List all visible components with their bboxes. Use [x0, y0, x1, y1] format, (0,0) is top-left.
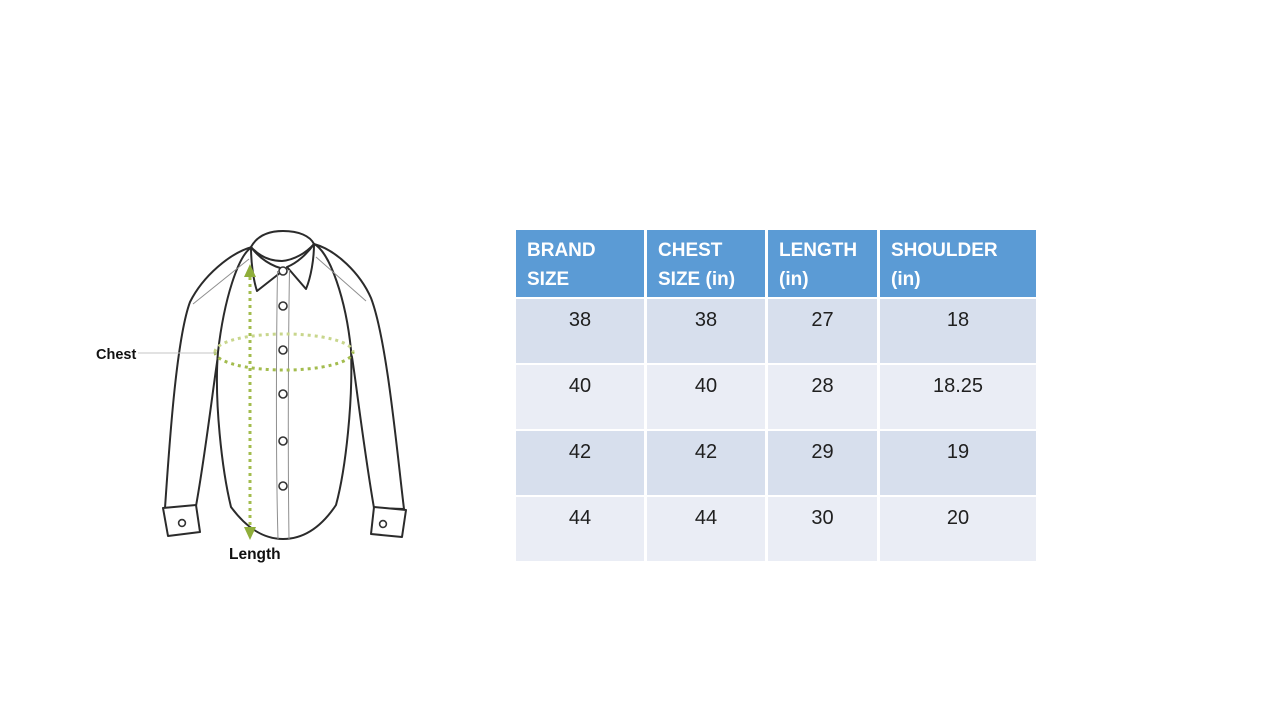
collar-right-point	[286, 243, 315, 290]
length-measure-arrow	[244, 264, 256, 540]
table-cell: 19	[880, 431, 1036, 495]
table-cell: 18	[880, 299, 1036, 363]
header-line: (in)	[779, 269, 809, 290]
table-cell: 27	[768, 299, 877, 363]
arrow-down-icon	[244, 527, 256, 540]
table-cell: 28	[768, 365, 877, 429]
header-line: SHOULDER	[891, 240, 998, 261]
table-cell: 40	[647, 365, 765, 429]
table-cell: 29	[768, 431, 877, 495]
right-cuff	[370, 506, 407, 538]
chest-label: Chest	[96, 347, 136, 363]
header-line: CHEST	[658, 240, 723, 261]
table-cell: 38	[516, 299, 644, 363]
header-line: (in)	[891, 269, 921, 290]
table-cell: 42	[516, 431, 644, 495]
table-cell: 20	[880, 497, 1036, 561]
collar-left-point	[250, 246, 286, 292]
table-cell: 44	[647, 497, 765, 561]
header-line: BRAND	[527, 240, 596, 261]
table-cell: 44	[516, 497, 644, 561]
shirt-buttons	[177, 266, 388, 529]
header-line: SIZE	[527, 269, 570, 290]
arrow-up-icon	[244, 264, 256, 277]
header-line: SIZE (in)	[658, 269, 736, 290]
table-cell: 40	[516, 365, 644, 429]
shirt-outline	[162, 230, 407, 540]
length-label: Length	[229, 546, 281, 563]
table-cell: 42	[647, 431, 765, 495]
table-cell: 30	[768, 497, 877, 561]
header-line: LENGTH	[779, 240, 858, 261]
column-header-brand-size: BRAND SIZE	[516, 230, 644, 297]
table-cell: 18.25	[880, 365, 1036, 429]
table-cell: 38	[647, 299, 765, 363]
column-header-chest-size: CHEST SIZE (in)	[647, 230, 765, 297]
seam-lines	[192, 256, 367, 540]
column-header-length: LENGTH (in)	[768, 230, 877, 297]
column-header-shoulder: SHOULDER (in)	[880, 230, 1036, 297]
size-table: BRAND SIZE CHEST SIZE (in) LENGTH (in) S…	[516, 230, 1036, 561]
